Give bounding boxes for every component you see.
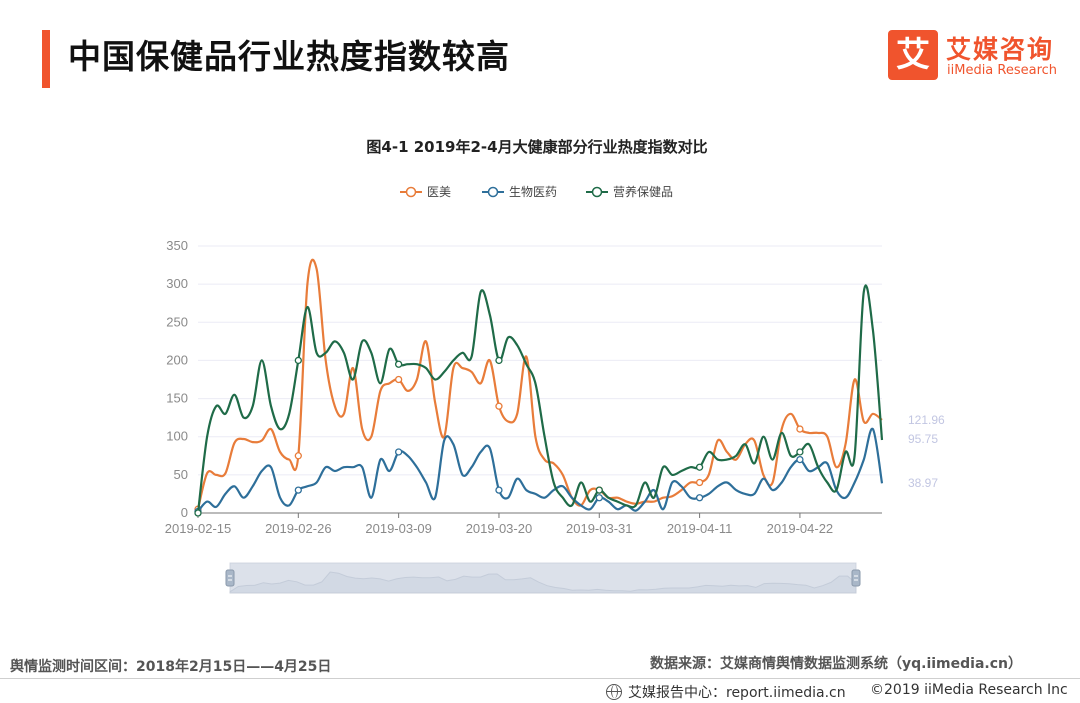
copyright: ©2019 iiMedia Research Inc — [870, 682, 1068, 698]
data-point-marker — [294, 486, 302, 494]
data-zoom-slider[interactable] — [225, 562, 861, 594]
data-source: 数据来源：艾媒商情舆情数据监测系统（yq.iimedia.cn） — [650, 656, 1022, 672]
data-point-marker — [595, 486, 603, 494]
data-point-marker — [796, 448, 804, 456]
handle-grip-icon[interactable] — [225, 569, 235, 587]
legend-marker-icon — [405, 186, 417, 198]
legend-marker-icon — [591, 186, 603, 198]
y-tick-label: 250 — [166, 314, 188, 329]
slider-selection — [230, 563, 856, 593]
chart-title: 图4-1 2019年2-4月大健康部分行业热度指数对比 — [366, 138, 707, 156]
data-point-marker — [394, 360, 403, 368]
globe-icon — [606, 684, 622, 700]
y-tick-label: 150 — [166, 391, 188, 406]
data-point-marker — [495, 402, 503, 410]
report-center: 艾媒报告中心：report.iimedia.cn — [606, 682, 846, 702]
legend-label: 营养保健品 — [613, 184, 673, 199]
x-axis: 2019-02-15 2019-02-26 2019-03-09 2019-03-20… — [165, 513, 833, 536]
y-tick-label: 100 — [166, 429, 188, 444]
x-tick-label: 2019-03-20 — [466, 521, 533, 536]
y-axis: 0 50 100 150 200 250 300 350 — [166, 238, 188, 520]
data-point-marker — [695, 494, 704, 502]
y-tick-label: 350 — [166, 238, 188, 253]
title-accent-bar — [42, 30, 50, 88]
data-point-marker — [394, 448, 403, 456]
handle-grip-icon[interactable] — [851, 569, 861, 587]
y-tick-label: 300 — [166, 276, 188, 291]
data-point-marker — [595, 494, 603, 502]
logo-chinese-text: 艾媒咨询 — [946, 35, 1055, 64]
x-tick-label: 2019-03-31 — [566, 521, 633, 536]
logo-english-text: iiMedia Research — [947, 63, 1058, 78]
report-center-text: 艾媒报告中心：report.iimedia.cn — [628, 685, 846, 701]
legend-label: 医美 — [427, 185, 451, 199]
legend-label: 生物医药 — [509, 185, 557, 199]
slider-preview-area — [229, 571, 857, 594]
footer-divider — [0, 678, 1080, 679]
x-tick-label: 2019-04-22 — [767, 521, 834, 536]
x-tick-label: 2019-02-26 — [265, 521, 332, 536]
x-tick-label: 2019-03-09 — [365, 521, 432, 536]
data-point-marker — [294, 452, 302, 460]
data-point-marker — [796, 455, 804, 464]
data-point-marker — [695, 463, 704, 471]
x-tick-label: 2019-02-15 — [165, 521, 232, 536]
y-tick-label: 0 — [181, 505, 188, 520]
y-tick-label: 200 — [166, 352, 188, 367]
data-point-marker — [495, 486, 503, 494]
line-chart: 图4-1 2019年2-4月大健康部分行业热度指数对比 医美 生物医药 营养保健品 … — [165, 138, 945, 594]
data-point-marker — [796, 425, 804, 433]
data-point-marker — [394, 375, 403, 384]
end-value-label: 38.97 — [908, 476, 938, 490]
chart-series — [194, 258, 884, 517]
series-end-labels: 121.96 38.97 95.75 — [908, 413, 945, 490]
series-line-1 — [197, 427, 884, 513]
legend-marker-icon — [487, 186, 499, 198]
page-title: 中国保健品行业热度指数较高 — [68, 37, 510, 76]
chart-grid — [198, 245, 882, 514]
legend-item-1: 生物医药 — [482, 185, 557, 199]
legend-item-2: 营养保健品 — [586, 184, 673, 199]
chart-legend: 医美 生物医药 营养保健品 — [400, 184, 673, 199]
series-line-0 — [196, 258, 883, 510]
y-tick-label: 50 — [174, 467, 188, 482]
data-point-marker — [294, 356, 302, 365]
end-value-label: 121.96 — [908, 413, 945, 427]
data-point-marker — [695, 478, 704, 487]
end-value-label: 95.75 — [908, 432, 938, 446]
data-point-marker — [495, 356, 503, 365]
x-tick-label: 2019-04-11 — [667, 521, 733, 536]
legend-item-0: 医美 — [400, 185, 451, 199]
logo-mark-icon: 艾 — [888, 30, 938, 80]
series-line-2 — [196, 284, 884, 514]
data-point-marker — [194, 509, 202, 517]
monitoring-period: 舆情监测时间区间：2018年2月15日——4月25日 — [10, 659, 332, 675]
